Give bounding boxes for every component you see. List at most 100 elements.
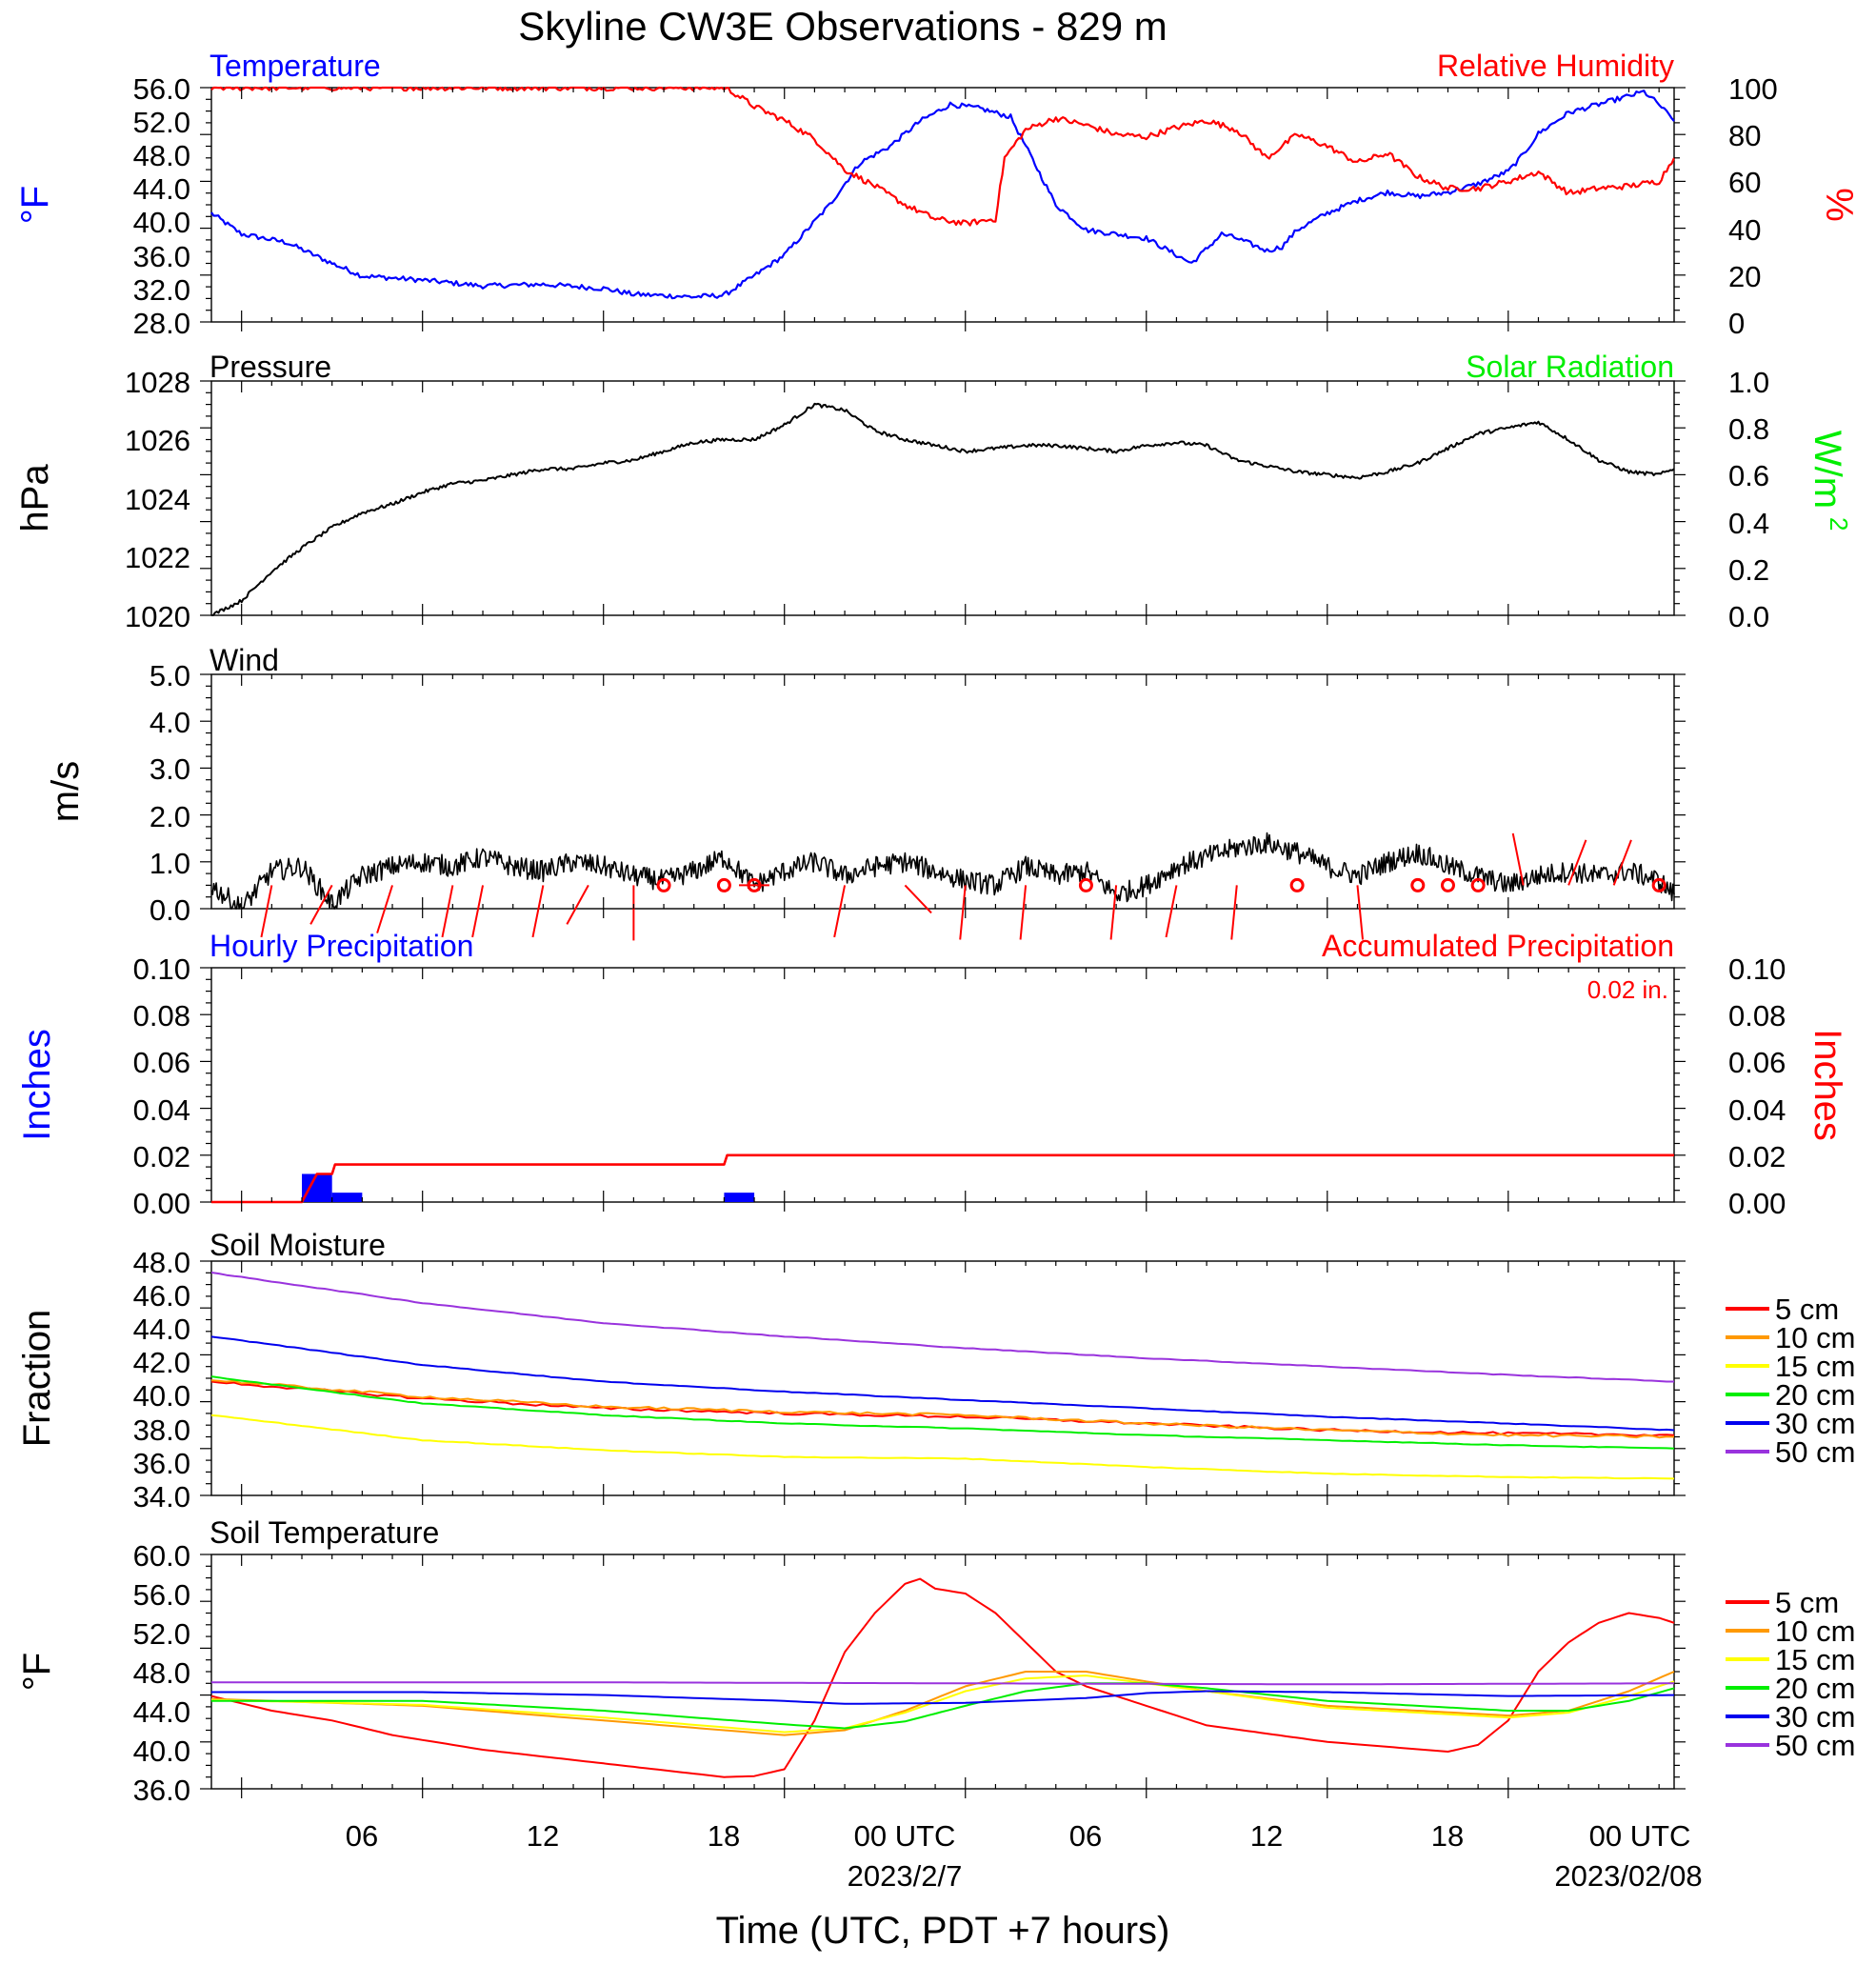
soil-temp-line — [210, 1671, 1675, 1736]
x-tick-label: 00 UTC — [854, 1819, 956, 1853]
wind-barb — [959, 885, 967, 940]
panel-ticks — [200, 673, 1686, 918]
panel-wind: Wind m/s 5.0 4.0 3.0 2.0 1.0 0.0 — [45, 643, 1675, 941]
temperature-unit: °F — [14, 186, 56, 224]
tick-label: 0.10 — [1728, 952, 1786, 986]
accum-precip-tick-labels: 0.10 0.08 0.06 0.04 0.02 0.00 — [1728, 952, 1786, 1220]
soil-temp-line — [210, 1674, 1675, 1734]
soil-moisture-tick-labels: 48.0 46.0 44.0 42.0 40.0 38.0 36.0 34.0 — [133, 1246, 190, 1514]
wind-barb — [1230, 885, 1238, 940]
tick-label: 100 — [1728, 72, 1778, 106]
legend-label: 15 cm — [1775, 1643, 1855, 1676]
panel-frame — [210, 87, 1675, 323]
tick-label: 36.0 — [133, 240, 190, 273]
legend-label: 20 cm — [1775, 1672, 1855, 1705]
humidity-unit: % — [1818, 188, 1860, 222]
accum-precip-unit: Inches — [1806, 1029, 1848, 1141]
x-axis: 06 12 18 00 UTC 2023/2/7 06 12 18 00 UTC… — [346, 1819, 1703, 1952]
tick-label: 40.0 — [133, 1379, 190, 1413]
panel-ticks — [200, 1260, 1686, 1505]
solar-unit-text: W/m — [1806, 431, 1848, 509]
legend-label: 50 cm — [1775, 1729, 1855, 1762]
calm-wind-marker — [716, 877, 731, 892]
soil-temp-unit: °F — [16, 1653, 58, 1691]
tick-label: 46.0 — [133, 1279, 190, 1313]
tick-label: 28.0 — [133, 307, 190, 340]
tick-label: 32.0 — [133, 273, 190, 307]
legend-label: 30 cm — [1775, 1407, 1855, 1440]
pressure-series — [211, 402, 1675, 616]
precip-bar — [724, 1193, 755, 1202]
humidity-title: Relative Humidity — [1437, 49, 1674, 83]
humidity-line — [210, 86, 1676, 227]
tick-label: 0.4 — [1728, 507, 1769, 540]
wind-barb — [833, 885, 847, 938]
soil-moisture-legend: 5 cm 10 cm 15 cm 20 cm 30 cm 50 cm — [1726, 1293, 1855, 1469]
soil-moisture-line — [210, 1272, 1674, 1383]
tick-label: 1.0 — [150, 847, 190, 880]
tick-label: 80 — [1728, 119, 1761, 152]
panel-frame — [210, 380, 1675, 616]
solar-tick-labels: 1.0 0.8 0.6 0.4 0.2 0.0 — [1728, 366, 1769, 633]
temperature-title: Temperature — [210, 49, 381, 83]
tick-label: 56.0 — [133, 72, 190, 106]
legend-label: 20 cm — [1775, 1378, 1855, 1412]
calm-wind-marker — [1440, 877, 1455, 892]
tick-label: 3.0 — [150, 752, 190, 786]
panel-ticks — [200, 87, 1686, 331]
wind-barb — [309, 884, 333, 925]
accum-precip-line — [211, 1153, 1674, 1204]
pressure-title: Pressure — [210, 350, 331, 384]
calm-wind-marker — [1410, 877, 1426, 892]
legend-label: 50 cm — [1775, 1435, 1855, 1469]
tick-label: 0.08 — [133, 999, 190, 1033]
x-tick-label: 00 UTC — [1589, 1819, 1691, 1853]
wind-series — [210, 832, 1675, 941]
x-tick-label: 12 — [527, 1819, 559, 1853]
tick-label: 36.0 — [133, 1447, 190, 1480]
hourly-precip-tick-labels: 0.10 0.08 0.06 0.04 0.02 0.00 — [133, 952, 190, 1220]
tick-label: 20 — [1728, 260, 1761, 293]
wind-barb — [1612, 839, 1632, 886]
x-date-label: 2023/02/08 — [1554, 1859, 1702, 1893]
tick-label: 48.0 — [133, 139, 190, 172]
x-tick-label: 12 — [1250, 1819, 1283, 1853]
humidity-tick-labels: 100 80 60 40 20 0 — [1728, 72, 1778, 340]
tick-label: 1020 — [125, 600, 190, 633]
x-tick-label: 18 — [1431, 1819, 1464, 1853]
tick-label: 44.0 — [133, 1695, 190, 1729]
wind-tick-labels: 5.0 4.0 3.0 2.0 1.0 0.0 — [150, 659, 190, 927]
tick-label: 48.0 — [133, 1656, 190, 1690]
tick-label: 1022 — [125, 541, 190, 574]
tick-label: 2.0 — [150, 800, 190, 833]
x-date-label: 2023/2/7 — [848, 1859, 963, 1893]
wind-barb — [531, 885, 545, 938]
chart-title: Skyline CW3E Observations - 829 m — [518, 4, 1168, 49]
panel-pressure: Pressure Solar Radiation hPa W/m 2 1028 … — [14, 350, 1853, 633]
legend-label: 30 cm — [1775, 1700, 1855, 1734]
precip-bar — [302, 1173, 332, 1202]
wind-barb — [1356, 885, 1364, 940]
soil-temp-title: Soil Temperature — [210, 1515, 439, 1550]
tick-label: 0.06 — [1728, 1046, 1786, 1079]
tick-label: 0 — [1728, 307, 1745, 340]
wind-barb — [1567, 839, 1587, 886]
tick-label: 0.00 — [133, 1187, 190, 1220]
tick-label: 38.0 — [133, 1414, 190, 1447]
soil-temp-line — [211, 1681, 1674, 1686]
temperature-tick-labels: 56.0 52.0 48.0 44.0 40.0 36.0 32.0 28.0 — [133, 72, 190, 340]
calm-wind-marker — [1651, 877, 1666, 892]
wind-barb — [566, 884, 589, 925]
panel-ticks — [200, 967, 1686, 1212]
tick-label: 52.0 — [133, 106, 190, 139]
solar-unit-superscript: 2 — [1825, 517, 1853, 531]
wind-barb — [471, 885, 485, 938]
soil-temp-line — [211, 1682, 1675, 1730]
panel-ticks — [200, 380, 1686, 625]
tick-label: 5.0 — [150, 659, 190, 692]
accum-precip-title: Accumulated Precipitation — [1322, 929, 1674, 963]
hourly-precip-title: Hourly Precipitation — [210, 929, 473, 963]
wind-barb — [260, 885, 273, 938]
